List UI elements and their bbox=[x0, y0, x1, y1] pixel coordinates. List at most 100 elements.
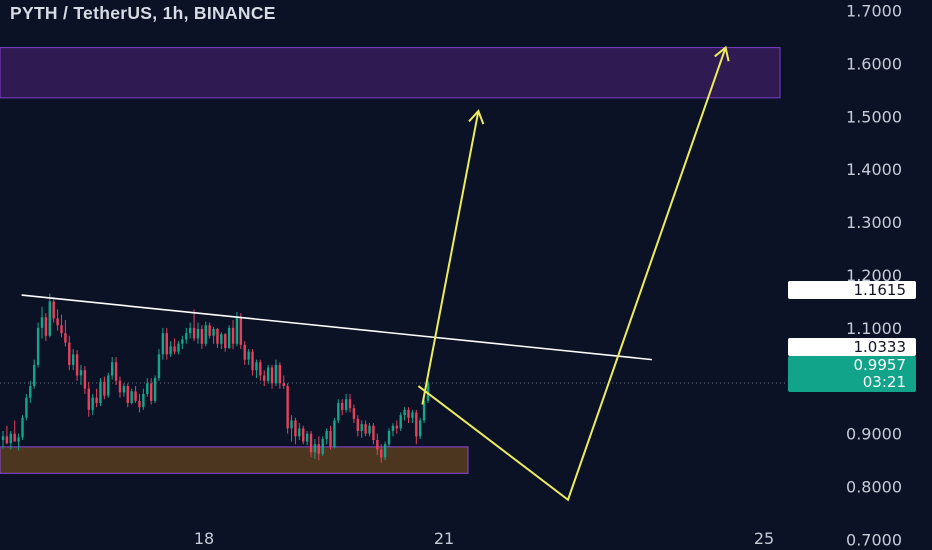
candle-body bbox=[220, 334, 223, 344]
candle-body bbox=[251, 351, 254, 371]
candle-body bbox=[60, 325, 63, 334]
candle-body bbox=[274, 364, 278, 384]
candle-body bbox=[99, 381, 102, 403]
candle bbox=[60, 314, 63, 338]
candle-body bbox=[95, 397, 98, 403]
candle bbox=[344, 393, 348, 413]
candle bbox=[110, 356, 114, 380]
candle bbox=[407, 407, 410, 424]
price-label-level: 1.0333 bbox=[788, 338, 916, 356]
y-tick-label: 1.1000 bbox=[846, 319, 902, 338]
x-tick-label: 21 bbox=[434, 529, 454, 548]
candle-body bbox=[391, 425, 395, 432]
candle-body bbox=[71, 354, 75, 365]
candle bbox=[395, 420, 399, 434]
candle bbox=[103, 376, 106, 400]
x-tick-label: 25 bbox=[754, 529, 774, 548]
candle bbox=[239, 313, 243, 350]
candle bbox=[21, 415, 24, 440]
candle-body bbox=[325, 431, 328, 439]
bullish-breakout-projection[interactable] bbox=[421, 110, 480, 405]
candle-body bbox=[138, 400, 141, 408]
candle bbox=[173, 338, 176, 355]
chart-title[interactable]: PYTH / TetherUS, 1h, BINANCE bbox=[10, 3, 276, 23]
candle-body bbox=[48, 301, 51, 336]
candle bbox=[91, 393, 94, 416]
candle-body bbox=[270, 367, 274, 384]
candle bbox=[321, 436, 324, 456]
zones-layer bbox=[0, 47, 788, 474]
price-axis[interactable]: 1.7000 1.6000 1.5000 1.4000 1.3000 1.2000 1.10… bbox=[846, 2, 902, 550]
candle-body bbox=[29, 386, 32, 398]
candle-body bbox=[302, 428, 305, 442]
candle bbox=[317, 436, 321, 461]
candle-body bbox=[157, 354, 161, 379]
candle-body bbox=[142, 393, 145, 408]
candle bbox=[165, 327, 168, 360]
time-axis[interactable]: 18 21 25 bbox=[194, 529, 774, 548]
candle bbox=[387, 428, 391, 447]
candle-body bbox=[134, 391, 137, 401]
candle-body bbox=[387, 431, 391, 445]
candle-body bbox=[110, 362, 114, 376]
candles-layer bbox=[1, 293, 430, 463]
candle-body bbox=[364, 424, 367, 434]
candle-body bbox=[200, 328, 204, 344]
resistance-zone[interactable] bbox=[0, 47, 781, 99]
candle-body bbox=[243, 344, 246, 360]
candle-body bbox=[360, 424, 363, 432]
candle-body bbox=[321, 438, 324, 454]
support-zone[interactable] bbox=[0, 446, 469, 474]
candle-body bbox=[9, 433, 13, 444]
x-tick-label: 18 bbox=[194, 529, 214, 548]
retest-then-rally-projection[interactable] bbox=[417, 47, 727, 502]
candle bbox=[25, 393, 28, 421]
candle-body bbox=[426, 383, 430, 401]
candle bbox=[118, 376, 122, 398]
candle bbox=[68, 335, 71, 371]
candle bbox=[126, 383, 129, 408]
candle-body bbox=[411, 412, 414, 418]
candle-body bbox=[32, 364, 36, 387]
candle bbox=[220, 332, 223, 350]
candle-body bbox=[341, 402, 344, 410]
candle-body bbox=[165, 333, 168, 355]
candle-body bbox=[337, 402, 340, 421]
candle bbox=[255, 359, 258, 379]
candle-body bbox=[13, 433, 16, 442]
candle bbox=[188, 322, 192, 339]
candle-body bbox=[161, 333, 165, 355]
candle-body bbox=[313, 444, 317, 453]
candle-body bbox=[227, 327, 231, 348]
descending-trendline[interactable] bbox=[21, 294, 653, 361]
candle bbox=[29, 380, 32, 403]
candle bbox=[305, 431, 309, 446]
candle-body bbox=[415, 412, 418, 437]
candle-body bbox=[153, 378, 157, 401]
candle bbox=[399, 412, 402, 432]
candle bbox=[329, 425, 332, 450]
candle bbox=[44, 313, 48, 342]
candle-body bbox=[224, 334, 227, 348]
candle-body bbox=[36, 327, 40, 365]
candle bbox=[64, 319, 67, 347]
candle-body bbox=[185, 333, 188, 340]
candle bbox=[75, 350, 79, 381]
current-price-label: 0.9957 03:21 bbox=[788, 356, 916, 392]
candle bbox=[204, 321, 207, 347]
candle-body bbox=[348, 399, 352, 409]
candle-body bbox=[25, 397, 28, 418]
candle bbox=[130, 388, 133, 405]
candle-body bbox=[290, 420, 293, 429]
candle-body bbox=[309, 433, 313, 453]
y-tick-label: 1.4000 bbox=[846, 160, 902, 179]
candle-body bbox=[79, 370, 83, 376]
candle bbox=[224, 333, 227, 352]
candle bbox=[99, 378, 102, 407]
candle-body bbox=[114, 362, 118, 381]
candle bbox=[227, 325, 231, 350]
candle-body bbox=[383, 444, 387, 458]
candle bbox=[298, 423, 301, 440]
